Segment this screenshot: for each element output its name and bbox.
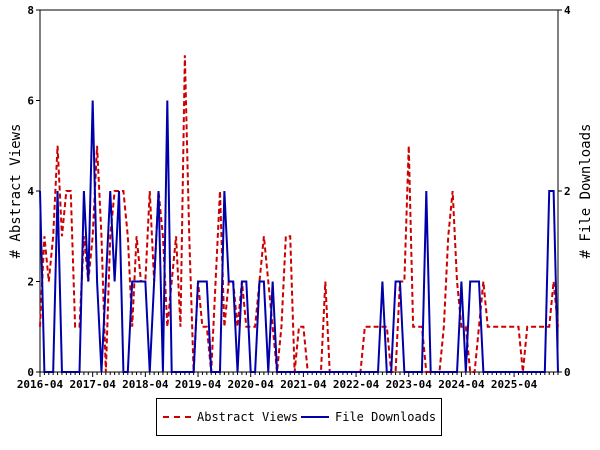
x-tick-label: 2018-04 [122, 378, 169, 391]
x-tick-label: 2017-04 [69, 378, 116, 391]
x-tick-label: 2019-04 [175, 378, 222, 391]
x-tick-label: 2023-04 [386, 378, 433, 391]
legend-swatch-abstract-views [163, 416, 191, 418]
y-left-tick-label: 4 [27, 185, 34, 198]
y-left-tick-label: 6 [27, 95, 34, 108]
y-left-tick-label: 2 [27, 276, 34, 289]
y-axis-right-title: # File Downloads [578, 124, 594, 259]
axes-layer: 0 2 4 6 8 0 2 4 2016-04 2017-04 2018-04 2019-04 2020… [17, 4, 571, 391]
legend-item-abstract-views: Abstract Views [163, 410, 298, 424]
plot-area [39, 9, 559, 373]
legend-label-file-downloads: File Downloads [335, 410, 437, 424]
plot-frame [39, 9, 559, 373]
y-left-tick-label: 0 [27, 366, 34, 379]
x-tick-label: 2020-04 [228, 378, 275, 391]
legend-item-file-downloads: File Downloads [301, 410, 436, 424]
x-tick-label: 2016-04 [17, 378, 64, 391]
y-right-tick-label: 4 [564, 4, 571, 17]
legend-label-abstract-views: Abstract Views [197, 410, 299, 424]
x-tick-label: 2024-04 [438, 378, 485, 391]
y-right-tick-label: 0 [564, 366, 571, 379]
y-right-tick-label: 2 [564, 185, 571, 198]
x-tick-label: 2021-04 [280, 378, 327, 391]
y-axis-left-title: # Abstract Views [8, 124, 24, 259]
legend: Abstract Views File Downloads [156, 398, 442, 436]
x-tick-label: 2025-04 [491, 378, 538, 391]
y-left-tick-label: 8 [27, 4, 34, 17]
x-tick-label: 2022-04 [333, 378, 380, 391]
legend-swatch-file-downloads [301, 416, 329, 418]
